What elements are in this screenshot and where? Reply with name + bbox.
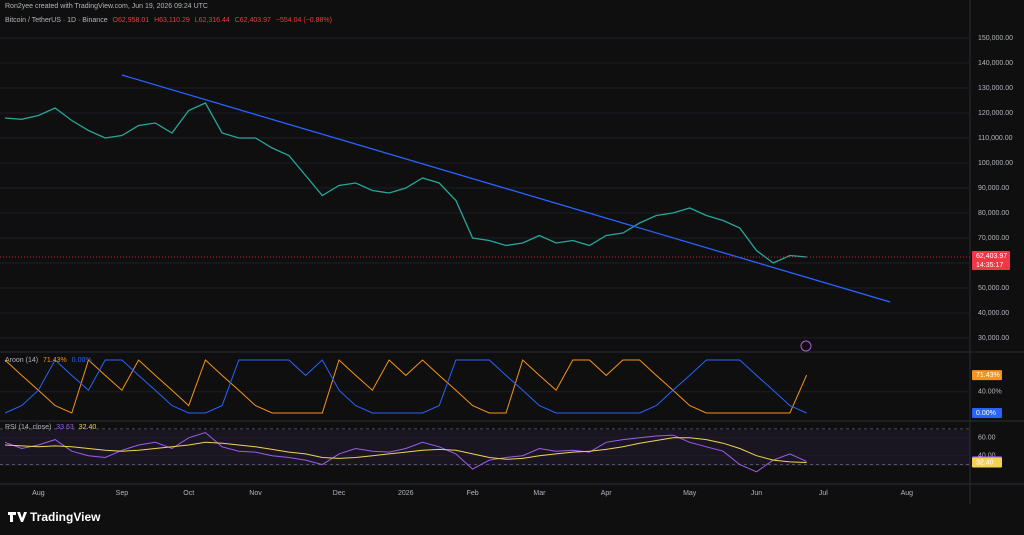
x-tick-label: Jul — [819, 490, 828, 497]
y-tick-label: 30,000.00 — [978, 335, 1009, 342]
rsi-band-fill — [0, 430, 970, 466]
value-badge — [972, 457, 1002, 468]
rsi-value: 33.63 — [56, 424, 74, 431]
y-tick-label: 110,000.00 — [978, 135, 1013, 142]
x-tick-label: 2026 — [398, 490, 414, 497]
y-tick-label: 70,000.00 — [978, 235, 1009, 242]
symbol-title: Bitcoin / TetherUS · 1D · Binance — [5, 17, 108, 24]
brand: TradingView — [30, 510, 101, 524]
rsi-title: RSI (14, close) — [5, 424, 52, 431]
y-tick-label: 80,000.00 — [978, 210, 1009, 217]
y-tick-label: 100,000.00 — [978, 160, 1013, 167]
value-badge-label: 71.43% — [976, 372, 1000, 379]
x-tick-label: Aug — [32, 490, 45, 497]
x-tick-label: Nov — [249, 490, 262, 497]
event-icon — [800, 340, 812, 352]
ohlc-high: H63,110.29 — [154, 17, 190, 24]
x-tick-label: Apr — [601, 490, 613, 497]
symbol-legend: Bitcoin / TetherUS · 1D · Binance O62,95… — [5, 17, 335, 24]
indicator-line — [4, 359, 808, 414]
y-tick-label: 90,000.00 — [978, 185, 1009, 192]
value-badge-label: 0.00% — [976, 410, 996, 417]
x-tick-label: Aug — [901, 490, 914, 497]
logo-icon — [8, 512, 27, 522]
y-tick-label: 130,000.00 — [978, 85, 1013, 92]
ohlc-open: O62,958.01 — [112, 17, 150, 24]
x-tick-label: Oct — [183, 490, 194, 497]
aroon-down-value: 0.00% — [71, 357, 92, 364]
x-tick-label: Mar — [533, 490, 546, 497]
indicator-line — [4, 359, 807, 414]
ohlc-low: L62,316.44 — [194, 17, 230, 24]
price-line — [4, 102, 807, 264]
x-tick-label: Dec — [333, 490, 346, 497]
x-tick-label: Jun — [751, 490, 762, 497]
rsi-legend: RSI (14, close) 33.63 32.40 — [5, 424, 99, 431]
y-tick-label: 40.00 — [978, 453, 996, 460]
y-tick-label: 40,000.00 — [978, 310, 1009, 317]
aroon-title: Aroon (14) — [5, 357, 39, 364]
aroon-legend: Aroon (14) 71.43% 0.00% — [5, 357, 95, 364]
ohlc-change: −554.04 (−0.88%) — [275, 17, 332, 24]
x-tick-label: Sep — [116, 490, 129, 497]
y-tick-label: 140,000.00 — [978, 60, 1013, 67]
y-tick-label: 120,000.00 — [978, 110, 1013, 117]
last-price-label: 62,403.97 — [976, 253, 1007, 260]
trendline — [121, 74, 891, 303]
x-tick-label: Feb — [467, 490, 479, 497]
indicator-line — [4, 431, 807, 473]
y-tick-label: 150,000.00 — [978, 35, 1013, 42]
rsi-ma-value: 32.40 — [78, 424, 97, 431]
value-badge — [972, 408, 1002, 418]
y-tick-label: 60.00 — [978, 435, 996, 442]
x-tick-label: May — [683, 490, 697, 497]
indicator-line — [4, 437, 807, 463]
creator-note: Ron2yee created with TradingView.com, Ju… — [5, 3, 208, 10]
y-tick-label: 40.00% — [978, 389, 1002, 396]
last-price-badge — [972, 250, 1010, 270]
y-tick-label: 50,000.00 — [978, 285, 1009, 292]
aroon-up-value: 71.43% — [43, 357, 67, 364]
ohlc-close: C62,403.97 — [234, 17, 271, 24]
value-badge — [972, 370, 1002, 381]
value-badge-label: 32.40 — [976, 459, 994, 466]
countdown-label: 14:35:17 — [976, 262, 1003, 269]
